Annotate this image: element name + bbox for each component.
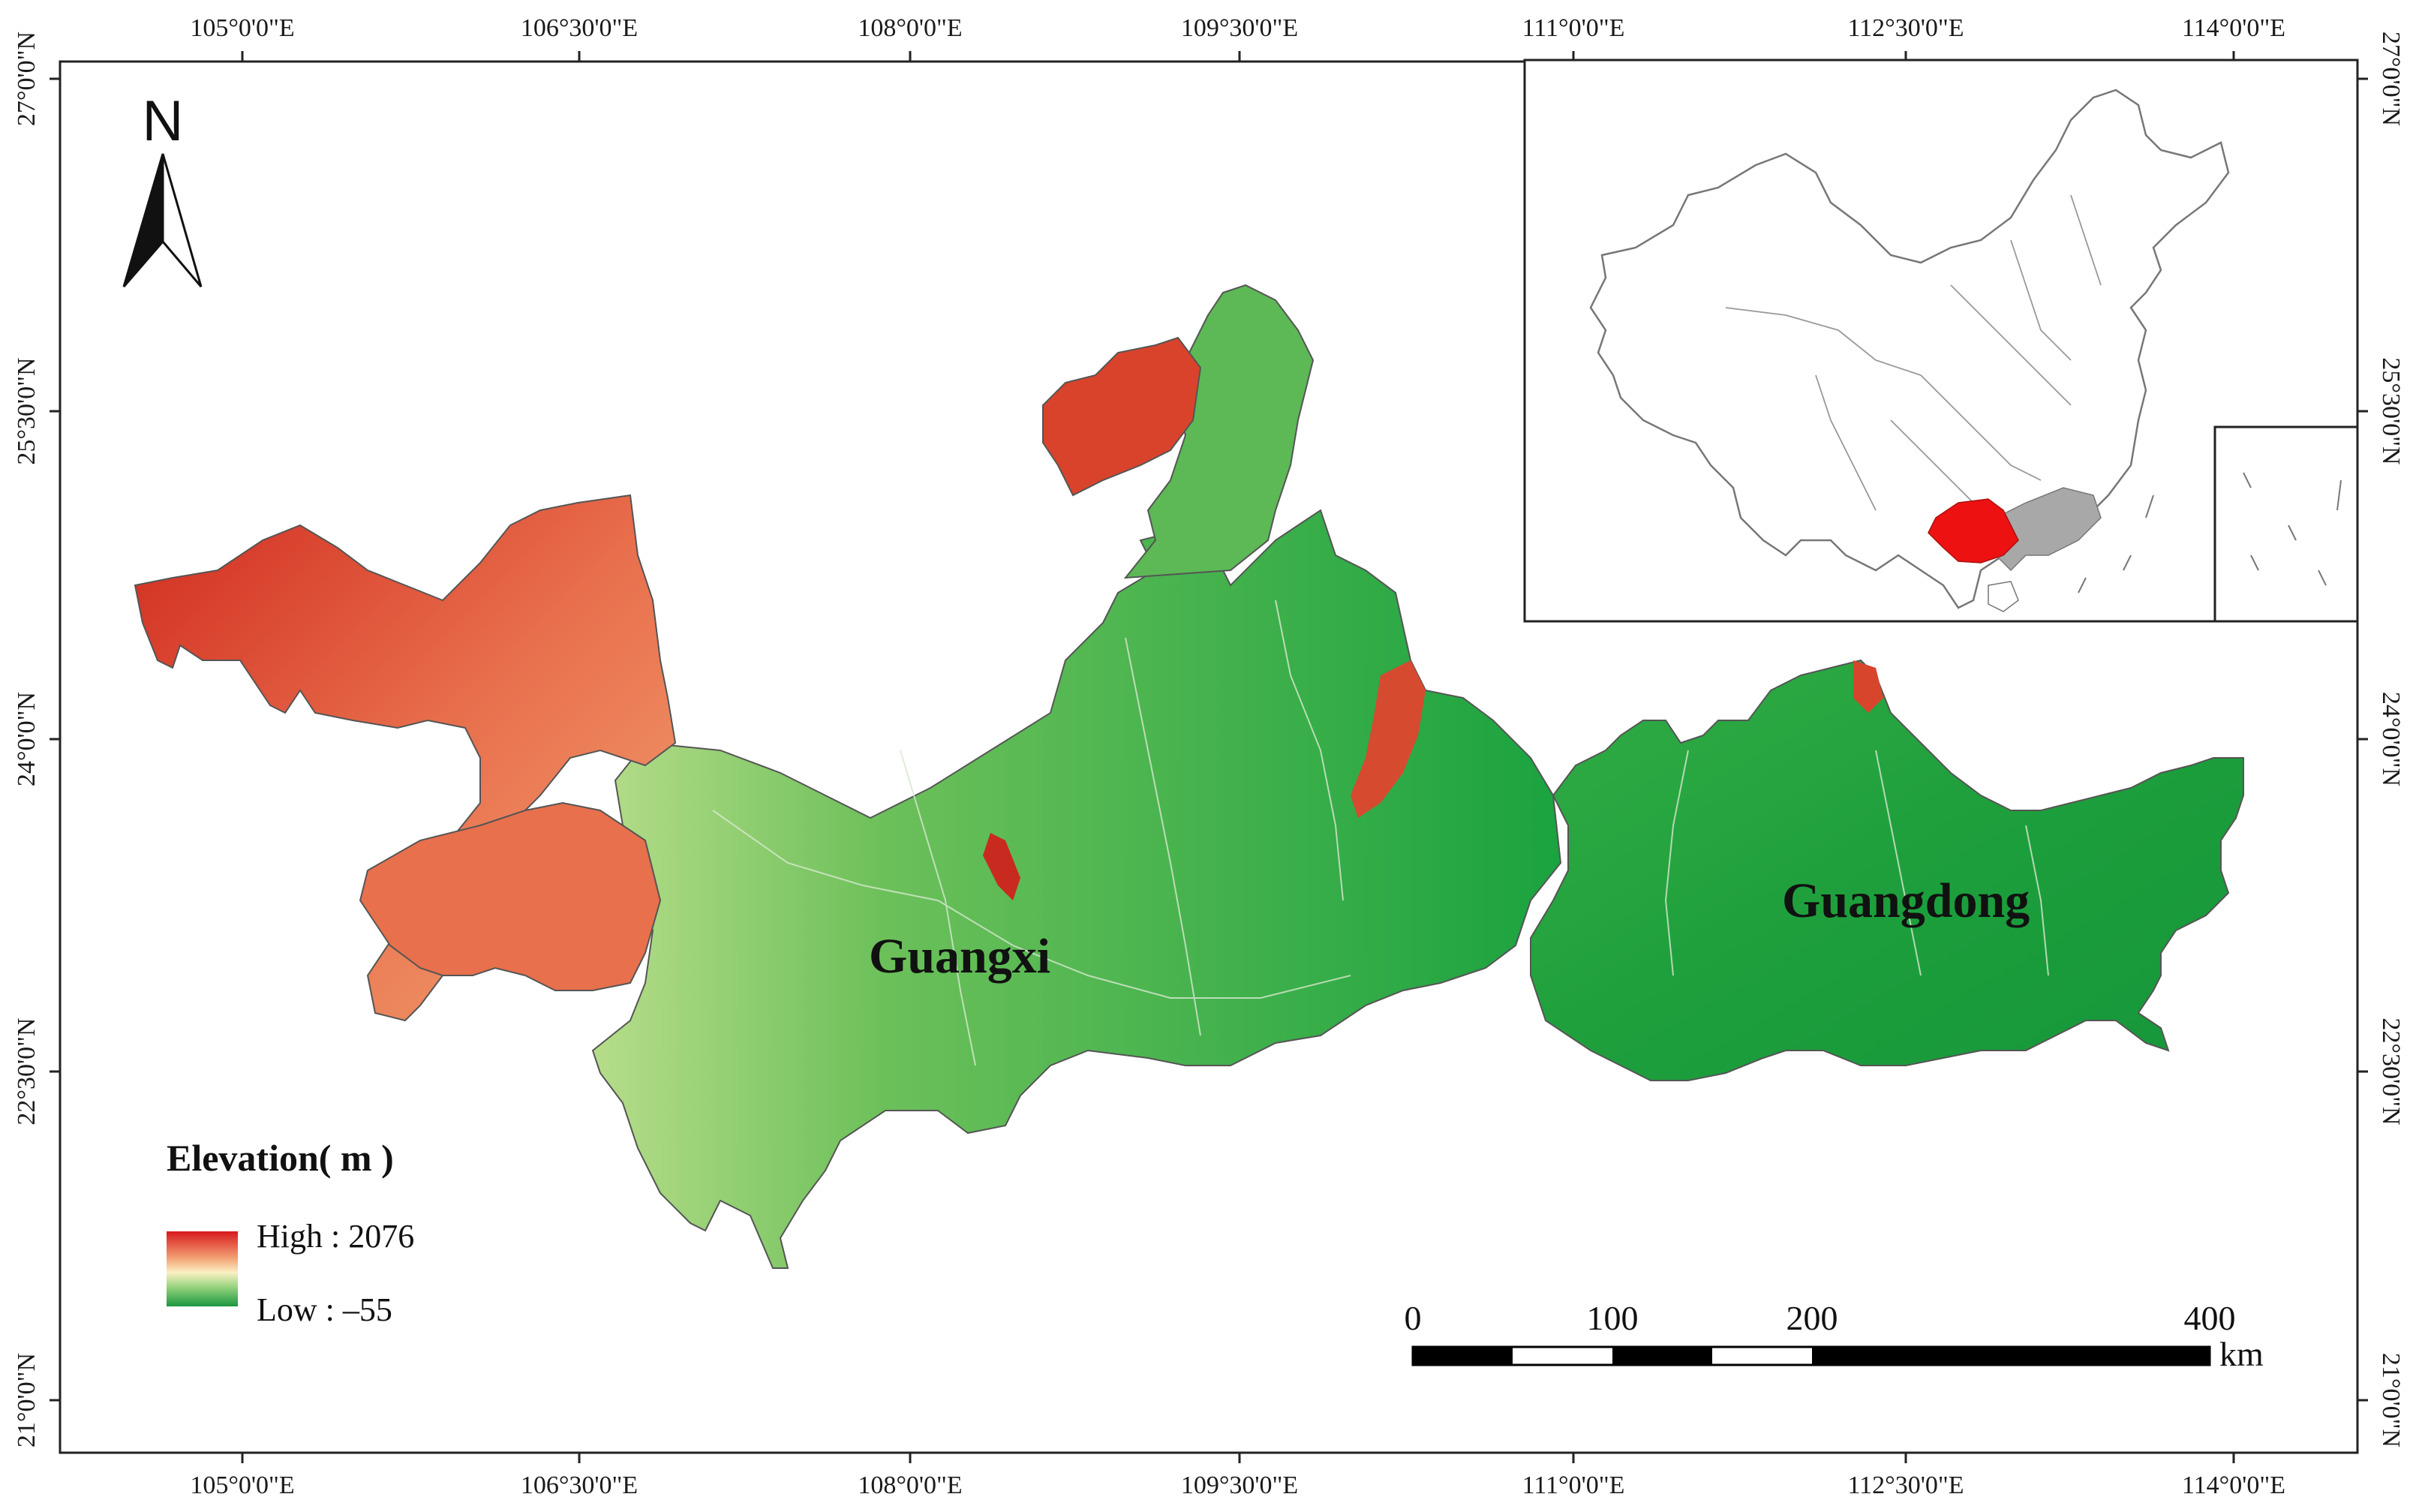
inset-south-china-sea-frame [2213,425,2359,623]
inset-guangdong [1995,487,2102,572]
bottom-tick-label: 112°30'0"E [1847,1471,1964,1499]
guangdong-region [1530,659,2244,1081]
right-tick-label: 25°30'0"N [2377,357,2405,464]
top-tick-label: 106°30'0"E [521,14,638,42]
inset-guangxi [1928,498,2019,564]
right-tick-label: 22°30'0"N [2377,1018,2405,1125]
north-arrow-icon: N [122,89,203,287]
inset-map [1523,59,2359,623]
highland-southwest [359,801,662,991]
scale-unit: km [2219,1335,2264,1373]
inset-islands [2078,472,2342,594]
left-tick-label: 22°30'0"N [13,1018,41,1125]
right-tick-label: 24°0'0"N [2377,692,2405,786]
bottom-tick-label: 109°30'0"E [1181,1471,1298,1499]
bottom-tick-label: 108°0'0"E [858,1471,962,1499]
scale-label: 100 [1587,1299,1639,1337]
tick-marks [50,51,2368,1463]
highland-east-guangxi [1351,660,1426,818]
right-tick-label: 27°0'0"N [2377,32,2405,126]
map-frame [59,60,2359,1454]
region-label-guangdong: Guangdong [1782,873,2030,928]
legend-high-label: High : 2076 [257,1218,414,1255]
scale-label: 400 [2184,1299,2236,1337]
north-arrow-label: N [143,89,184,153]
bottom-tick-label: 105°0'0"E [190,1471,294,1499]
top-tick-label: 109°30'0"E [1181,14,1298,42]
county-boundaries [712,600,2049,1066]
guangdong-peak [1853,660,1883,713]
guangxi-north-extension [1123,284,1315,579]
china-outline [1589,89,2230,609]
top-tick-label: 108°0'0"E [858,14,962,42]
top-tick-label: 112°30'0"E [1847,14,1964,42]
bottom-tick-label: 114°0'0"E [2182,1471,2285,1499]
region-label-guangxi: Guangxi [869,929,1050,984]
scale-bar: 0 100 200 400 km [1405,1299,2264,1373]
guangxi-region [591,509,1562,1269]
top-tick-label: 105°0'0"E [190,14,294,42]
bottom-tick-label: 111°0'0"E [1522,1471,1625,1499]
legend-color-ramp [167,1231,238,1306]
left-tick-label: 25°30'0"N [13,357,41,464]
left-tick-label: 24°0'0"N [13,692,41,786]
legend-title: Elevation( m ) [167,1137,394,1179]
highland-patch [983,833,1020,900]
study-area [134,284,2244,1269]
elevation-legend: Elevation( m ) High : 2076 Low : –55 [167,1137,414,1328]
left-tick-label: 27°0'0"N [13,32,41,126]
highland-north [1042,336,1202,497]
top-tick-label: 114°0'0"E [2182,14,2285,42]
legend-low-label: Low : –55 [257,1291,392,1328]
inset-hainan [1988,581,2019,612]
top-tick-label: 111°0'0"E [1522,14,1625,42]
scale-label: 0 [1405,1299,1422,1337]
right-tick-label: 21°0'0"N [2377,1353,2405,1447]
scale-label: 200 [1786,1299,1838,1337]
left-tick-label: 21°0'0"N [13,1353,41,1447]
bottom-tick-label: 106°30'0"E [521,1471,638,1499]
